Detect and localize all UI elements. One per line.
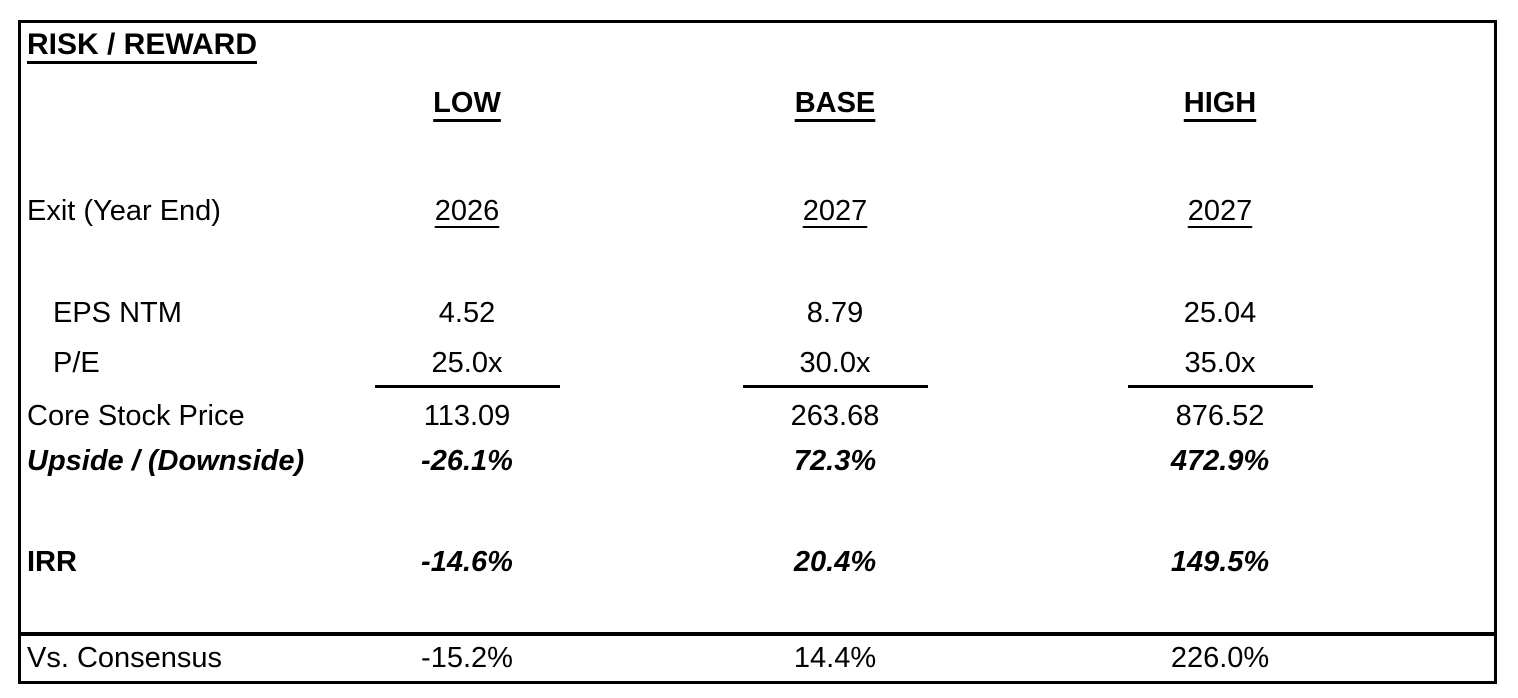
row-upside-downside: Upside / (Downside) -26.1% 72.3% 472.9% [21, 441, 1494, 481]
sum-line-low [374, 385, 560, 388]
row-pe: P/E 25.0x 30.0x 35.0x [21, 343, 1494, 388]
cell-upside-high: 472.9% [1170, 445, 1270, 477]
cell-upside-low: -26.1% [421, 445, 513, 477]
row-label-pe: P/E [53, 347, 100, 379]
row-label-exit: Exit (Year End) [27, 195, 221, 227]
cell-eps-base: 8.79 [806, 297, 864, 329]
row-irr: IRR -14.6% 20.4% 149.5% [21, 542, 1494, 582]
cell-consensus-high: 226.0% [1170, 642, 1270, 674]
row-label-vs-consensus: Vs. Consensus [27, 642, 223, 674]
column-header-base: BASE [794, 87, 876, 119]
cell-price-high: 876.52 [1175, 400, 1265, 432]
cell-price-base: 263.68 [790, 400, 880, 432]
row-label-eps-ntm: EPS NTM [53, 297, 182, 329]
sum-line-high [1127, 385, 1313, 388]
page-title: RISK / REWARD [27, 28, 258, 61]
cell-exit-high: 2027 [1187, 195, 1253, 227]
pe-low-value: 25.0x [431, 347, 503, 379]
cell-eps-low: 4.52 [438, 297, 496, 329]
cell-irr-high: 149.5% [1170, 546, 1270, 578]
column-header-low: LOW [433, 87, 501, 119]
cell-exit-base: 2027 [802, 195, 868, 227]
row-eps-ntm: EPS NTM 4.52 8.79 25.04 [21, 293, 1494, 333]
row-label-irr: IRR [27, 546, 77, 578]
cell-eps-high: 25.04 [1183, 297, 1257, 329]
cell-consensus-base: 14.4% [793, 642, 877, 674]
cell-irr-base: 20.4% [793, 546, 877, 578]
row-vs-consensus: Vs. Consensus -15.2% 14.4% 226.0% [21, 632, 1494, 681]
cell-exit-low: 2026 [434, 195, 500, 227]
sum-line-base [742, 385, 928, 388]
row-label-core-stock-price: Core Stock Price [27, 400, 245, 432]
cell-upside-base: 72.3% [793, 445, 877, 477]
row-exit-year-end: Exit (Year End) 2026 2027 2027 [21, 191, 1494, 231]
cell-price-low: 113.09 [423, 400, 511, 432]
cell-pe-base: 30.0x [587, 343, 1083, 388]
cell-irr-low: -14.6% [421, 546, 513, 578]
column-header-row: LOW BASE HIGH [21, 83, 1494, 123]
risk-reward-table: RISK / REWARD LOW BASE HIGH Exit (Year E… [18, 20, 1497, 684]
row-core-stock-price: Core Stock Price 113.09 263.68 876.52 [21, 396, 1494, 436]
column-header-high: HIGH [1183, 87, 1257, 119]
cell-pe-high: 35.0x [1083, 343, 1357, 388]
title-row: RISK / REWARD [21, 23, 1494, 67]
row-label-upside-downside: Upside / (Downside) [27, 445, 305, 477]
header-spacer [21, 83, 347, 84]
cell-pe-low: 25.0x [347, 343, 587, 388]
cell-consensus-low: -15.2% [421, 642, 513, 674]
pe-base-value: 30.0x [799, 347, 871, 379]
pe-high-value: 35.0x [1184, 347, 1256, 379]
